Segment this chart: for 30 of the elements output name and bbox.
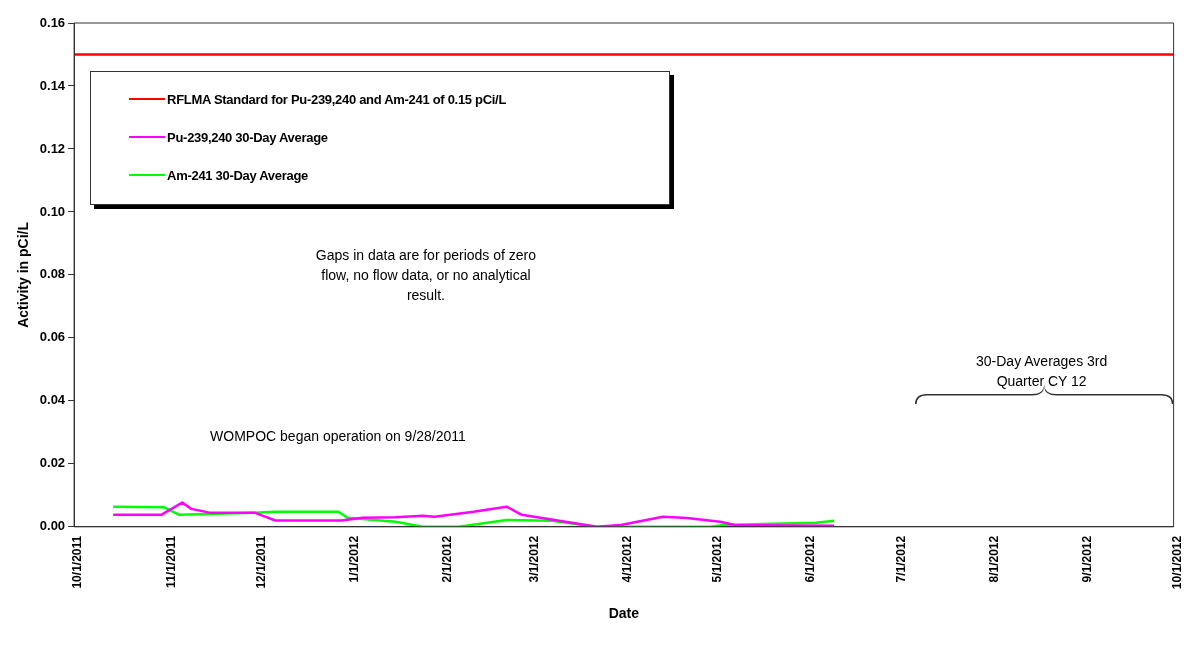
y-tick-label: 0.10 [39, 203, 66, 219]
y-tick-label: 0.16 [39, 14, 66, 30]
x-tick-label: 7/1/2012 [893, 535, 908, 583]
annotation: Gaps in data are for periods of zero flow, no flow data, or no analytical result. [314, 245, 538, 305]
y-tick-label: 0.04 [39, 392, 66, 408]
x-tick-label: 1/1/2012 [346, 535, 361, 583]
x-tick-label: 10/1/2012 [1169, 535, 1184, 590]
x-tick-label: 6/1/2012 [803, 535, 818, 583]
x-tick-label: 11/1/2011 [163, 535, 178, 588]
x-tick-label: 12/1/2011 [253, 535, 268, 589]
legend-label: RFLMA Standard for Pu-239,240 and Am-241 of 0.15 pCi/L [167, 91, 507, 107]
y-tick-label: 0.12 [39, 140, 66, 156]
x-tick-label: 8/1/2012 [986, 535, 1001, 583]
x-tick-label: 4/1/2012 [620, 535, 635, 583]
y-tick-label: 0.00 [39, 518, 66, 534]
x-tick-label: 3/1/2012 [527, 535, 542, 583]
annotation: 30-Day Averages 3rd Quarter CY 12 [975, 351, 1109, 391]
x-tick-label: 2/1/2012 [439, 535, 454, 583]
y-tick-label: 0.08 [39, 266, 66, 282]
annotation: WOMPOC began operation on 9/28/2011 [209, 427, 467, 447]
x-axis-title: Date [608, 605, 640, 622]
y-axis-title: Activity in pCi/L [15, 221, 32, 328]
x-tick-label: 5/1/2012 [710, 535, 725, 583]
legend-label: Am-241 30-Day Average [167, 167, 308, 183]
y-tick-label: 0.02 [39, 455, 66, 471]
x-tick-label: 10/1/2011 [70, 535, 85, 589]
legend-label: Pu-239,240 30-Day Average [167, 129, 328, 145]
y-tick-label: 0.14 [39, 77, 66, 93]
x-tick-label: 9/1/2012 [1079, 535, 1094, 583]
y-tick-label: 0.06 [39, 329, 66, 345]
